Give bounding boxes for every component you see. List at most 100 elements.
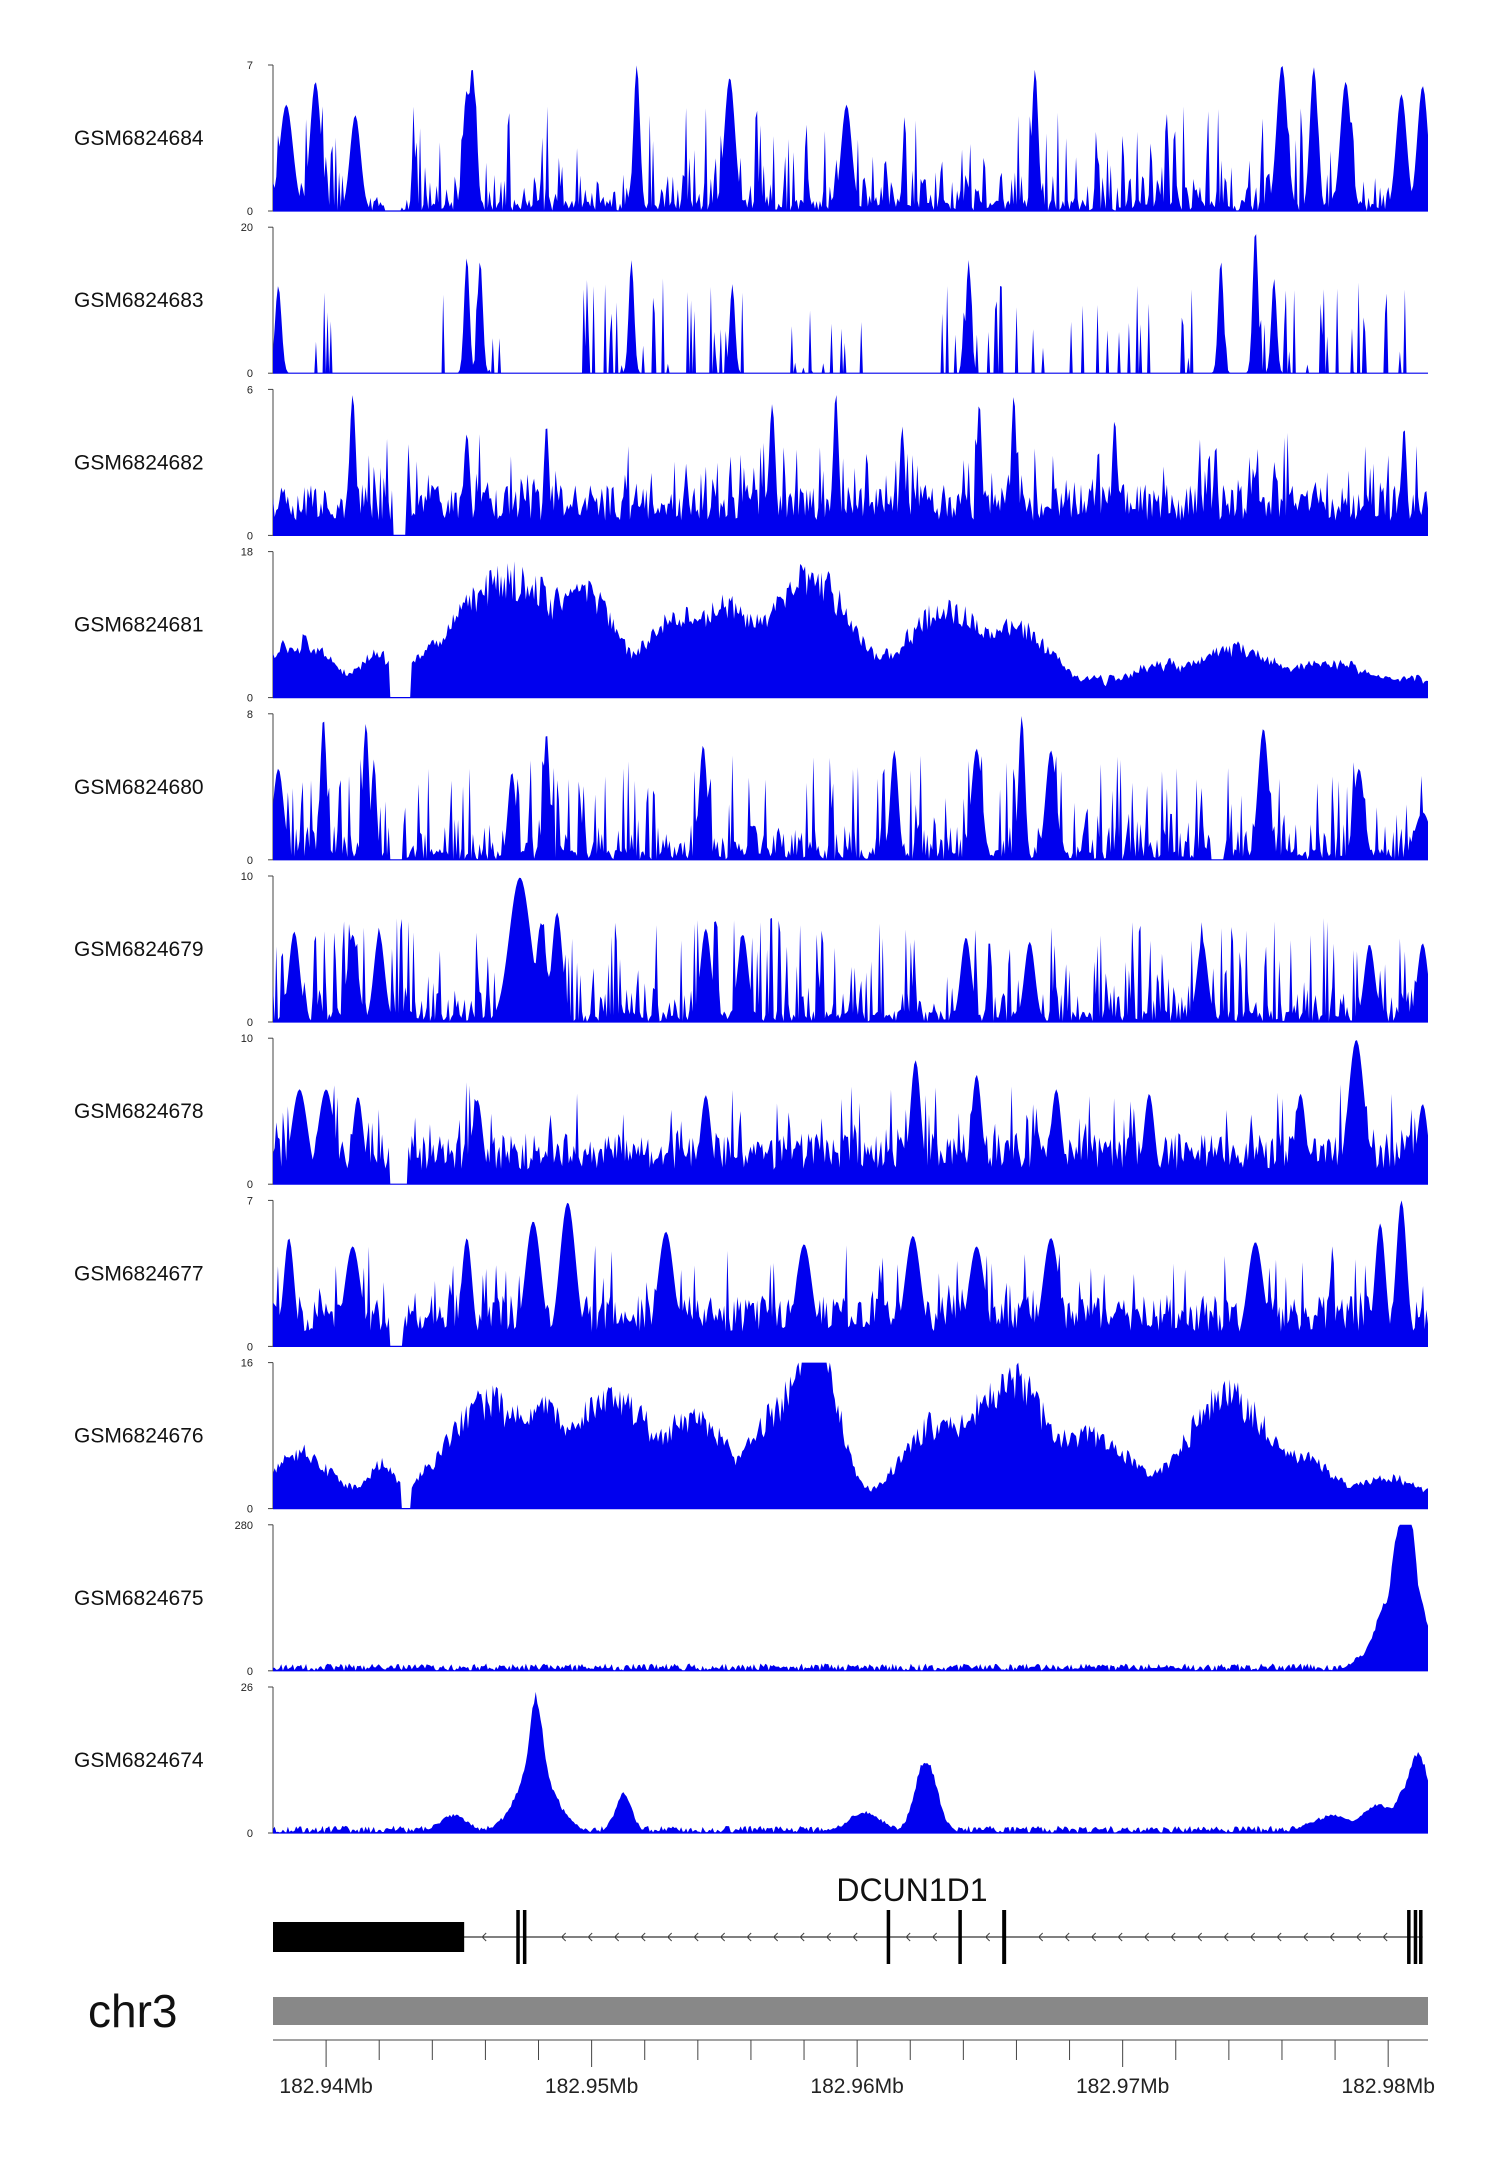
y-min-label: 0 <box>247 368 253 380</box>
track-label: GSM6824678 <box>74 1100 204 1123</box>
strand-arrow <box>1223 1932 1229 1942</box>
track-label: GSM6824676 <box>74 1425 204 1448</box>
y-min-label: 0 <box>247 1179 253 1191</box>
strand-arrow <box>1170 1932 1176 1942</box>
coverage-track: GSM6824679 10 0 <box>74 871 1428 1029</box>
coverage-track: GSM6824678 10 0 <box>74 1033 1428 1191</box>
gene-exon <box>273 1922 465 1952</box>
chromosome-label: chr3 <box>88 1985 177 2037</box>
strand-arrow <box>799 1932 805 1942</box>
coverage-track: GSM6824682 6 0 <box>74 384 1428 542</box>
coverage-area <box>273 234 1428 374</box>
coverage-track: GSM6824677 7 0 <box>74 1195 1428 1353</box>
coverage-track: GSM6824683 20 0 <box>74 222 1428 380</box>
y-max-label: 7 <box>247 60 253 72</box>
strand-arrow <box>1064 1932 1070 1942</box>
coverage-area <box>273 1040 1428 1185</box>
gene-exon <box>1413 1910 1418 1964</box>
strand-arrow <box>481 1932 487 1942</box>
gene-exon <box>522 1910 527 1964</box>
x-axis-tick-label: 182.95Mb <box>545 2075 638 2098</box>
coverage-area <box>273 394 1428 536</box>
coverage-area <box>273 1691 1428 1833</box>
track-label: GSM6824681 <box>74 614 204 637</box>
gene-exon <box>958 1910 962 1964</box>
y-max-label: 16 <box>241 1358 253 1370</box>
genomic-axis: 182.94Mb 182.95Mb 182.96Mb 182.97Mb 182.98Mb <box>273 2039 1435 2098</box>
coverage-track: GSM6824681 18 0 <box>74 547 1428 705</box>
track-label: GSM6824684 <box>74 127 204 150</box>
chromosome-bar <box>273 1997 1428 2025</box>
strand-arrow <box>587 1932 593 1942</box>
y-min-label: 0 <box>247 1666 253 1678</box>
strand-arrow <box>666 1932 673 1942</box>
strand-arrow <box>560 1932 567 1942</box>
gene-exon <box>1419 1910 1423 1964</box>
strand-arrow <box>1143 1932 1150 1942</box>
y-max-label: 7 <box>247 1195 253 1207</box>
y-max-label: 10 <box>241 871 253 883</box>
strand-arrow <box>825 1932 832 1942</box>
y-min-label: 0 <box>247 1504 253 1516</box>
strand-arrow <box>1329 1932 1335 1942</box>
strand-arrow <box>640 1932 646 1942</box>
strand-arrow <box>1355 1932 1362 1942</box>
strand-arrow <box>1302 1932 1309 1942</box>
y-min-label: 0 <box>247 1017 253 1029</box>
track-label: GSM6824675 <box>74 1587 204 1610</box>
gene-exon <box>886 1910 891 1964</box>
strand-arrow <box>1117 1932 1123 1942</box>
y-max-label: 20 <box>241 222 253 234</box>
y-max-label: 8 <box>247 709 253 721</box>
coverage-area <box>273 716 1428 860</box>
strand-arrow <box>719 1932 726 1942</box>
track-label: GSM6824677 <box>74 1262 204 1285</box>
y-min-label: 0 <box>247 530 253 542</box>
coverage-track: GSM6824680 8 0 <box>74 709 1428 867</box>
y-min-label: 0 <box>247 1341 253 1353</box>
strand-arrow <box>1382 1932 1388 1942</box>
track-label: GSM6824683 <box>74 289 204 312</box>
strand-arrow <box>984 1932 991 1942</box>
coverage-area <box>273 1362 1428 1509</box>
gene-exon <box>1002 1910 1007 1964</box>
track-label: GSM6824682 <box>74 451 204 474</box>
track-label: GSM6824680 <box>74 776 204 799</box>
coverage-area <box>273 877 1428 1022</box>
gene-track: DCUN1D1 <box>273 1872 1423 1964</box>
strand-arrow <box>693 1932 699 1942</box>
strand-arrow <box>931 1932 938 1942</box>
coverage-tracks: GSM682468470GSM6824683200GSM682468260GSM… <box>74 60 1428 1840</box>
strand-arrow <box>905 1932 911 1942</box>
coverage-area <box>273 561 1428 698</box>
coverage-track: GSM6824684 7 0 <box>74 60 1428 218</box>
y-min-label: 0 <box>247 855 253 867</box>
coverage-area <box>273 1200 1428 1347</box>
x-axis-tick-label: 182.94Mb <box>279 2075 372 2098</box>
strand-arrow <box>1037 1932 1044 1942</box>
y-min-label: 0 <box>247 693 253 705</box>
strand-arrow <box>1196 1932 1203 1942</box>
y-max-label: 18 <box>241 547 253 559</box>
chromosome-ideogram: chr3 <box>88 1985 1428 2037</box>
coverage-track: GSM6824674 26 0 <box>74 1682 1428 1840</box>
gene-exon <box>516 1910 520 1964</box>
x-axis-tick-label: 182.98Mb <box>1341 2075 1434 2098</box>
track-label: GSM6824679 <box>74 938 204 961</box>
strand-arrow <box>1249 1932 1256 1942</box>
y-min-label: 0 <box>247 206 253 218</box>
y-min-label: 0 <box>247 1828 253 1840</box>
y-max-label: 280 <box>235 1520 253 1532</box>
x-axis-tick-label: 182.96Mb <box>810 2075 903 2098</box>
coverage-track: GSM6824676 16 0 <box>74 1358 1428 1516</box>
strand-arrow <box>852 1932 858 1942</box>
coverage-area <box>273 1524 1428 1671</box>
y-max-label: 10 <box>241 1033 253 1045</box>
strand-arrow <box>1276 1932 1282 1942</box>
x-axis-tick-label: 182.97Mb <box>1076 2075 1169 2098</box>
strand-arrow <box>613 1932 620 1942</box>
y-max-label: 6 <box>247 384 253 396</box>
coverage-track: GSM6824675 280 0 <box>74 1520 1428 1678</box>
gene-exon <box>1407 1910 1411 1964</box>
coverage-area <box>273 65 1428 211</box>
